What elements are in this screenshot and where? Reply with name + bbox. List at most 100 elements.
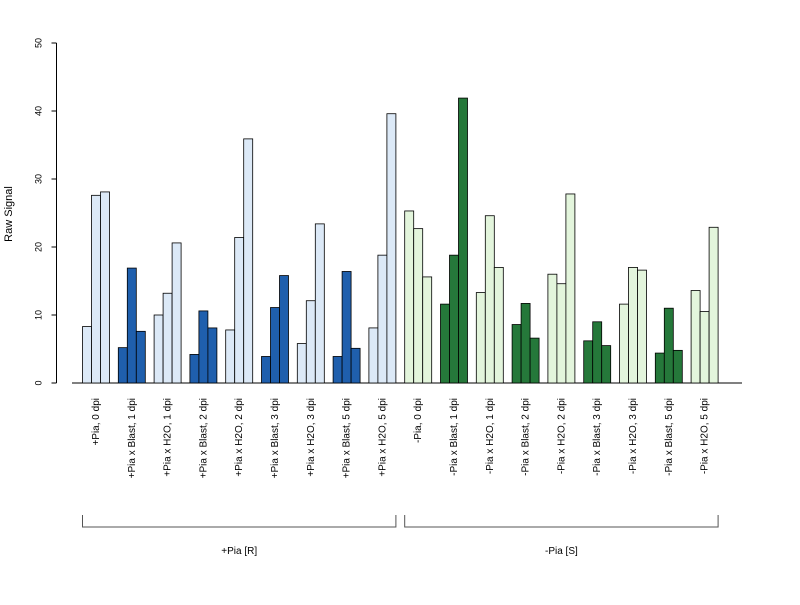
bar <box>296 343 307 384</box>
bar-group <box>189 310 218 384</box>
bar-group <box>332 271 361 384</box>
bar <box>332 356 343 384</box>
bar-group <box>225 138 254 384</box>
category-label: +Pia x Blast, 2 dpi <box>198 398 209 478</box>
category-label: -Pia x Blast, 1 dpi <box>449 398 460 476</box>
bar-group <box>261 275 289 384</box>
category-label: -Pia x Blast, 3 dpi <box>592 398 603 476</box>
category-label: +Pia x H2O, 2 dpi <box>234 398 245 477</box>
bar <box>672 349 683 384</box>
bar <box>458 97 468 384</box>
bar <box>565 193 576 384</box>
bar <box>449 254 459 384</box>
category-label: -Pia x H2O, 1 dpi <box>485 398 496 474</box>
category-label: +Pia, 0 dpi <box>91 398 102 446</box>
bar <box>377 254 388 384</box>
bar <box>225 329 236 384</box>
category-label: -Pia x H2O, 5 dpi <box>700 398 711 474</box>
bar <box>279 275 289 384</box>
bar <box>386 113 397 384</box>
bar <box>270 307 280 384</box>
bar-group <box>117 267 146 384</box>
bar <box>153 314 164 384</box>
bar <box>368 327 379 384</box>
y-tick-label: 0 <box>34 380 44 385</box>
bar <box>126 267 137 384</box>
category-label: -Pia x Blast, 5 dpi <box>664 398 675 476</box>
bar <box>583 340 594 384</box>
bar <box>592 321 603 384</box>
bar-group <box>368 113 397 384</box>
category-label: -Pia x H2O, 3 dpi <box>628 398 639 474</box>
y-tick-label: 40 <box>34 106 44 116</box>
bar <box>663 307 674 384</box>
category-label: +Pia x H2O, 3 dpi <box>306 398 317 477</box>
bar-group <box>690 226 719 384</box>
bar <box>207 327 218 384</box>
plot-area: 0 10 20 30 40 50 +Pia, 0 dpi +Pia x Blast, 1 dp… <box>34 38 742 557</box>
bar <box>484 215 495 384</box>
bar-group <box>619 266 647 384</box>
bar <box>100 191 110 384</box>
category-label: -Pia, 0 dpi <box>413 398 424 443</box>
bar <box>556 283 567 384</box>
y-tick-label: 20 <box>34 242 44 252</box>
category-label: -Pia x Blast, 2 dpi <box>521 398 532 476</box>
bar <box>189 354 200 384</box>
group-bracket <box>82 515 397 528</box>
bar-group <box>82 191 110 384</box>
bar <box>198 310 209 384</box>
bar <box>261 356 271 384</box>
bar <box>628 266 638 384</box>
bar <box>135 330 146 384</box>
bar-group <box>583 321 612 384</box>
group-label: +Pia [R] <box>221 546 257 557</box>
group-label: -Pia [S] <box>545 546 578 557</box>
bar <box>637 269 647 384</box>
bar-group <box>654 307 683 384</box>
bar <box>404 210 415 384</box>
y-axis-label: Raw Signal <box>3 186 15 242</box>
bar <box>529 337 540 384</box>
bar <box>243 138 254 384</box>
bar <box>117 347 128 384</box>
bar <box>82 326 92 384</box>
bar <box>422 276 433 384</box>
bar-group <box>404 210 433 384</box>
bar <box>314 223 325 384</box>
bar-group <box>511 303 540 384</box>
bar <box>341 271 352 384</box>
bar <box>350 347 361 384</box>
bar <box>619 303 629 384</box>
bar <box>413 228 424 384</box>
bar <box>708 226 719 384</box>
bar <box>520 303 531 384</box>
category-label: +Pia x Blast, 1 dpi <box>127 398 138 478</box>
bar <box>699 311 710 384</box>
bar <box>171 242 182 384</box>
group-bracket <box>404 515 719 528</box>
bar <box>601 345 612 384</box>
category-label: -Pia x H2O, 2 dpi <box>556 398 567 474</box>
bar <box>440 303 450 384</box>
bar <box>511 324 522 384</box>
category-label: +Pia x Blast, 5 dpi <box>342 398 353 478</box>
bar-group <box>296 223 325 384</box>
category-label: +Pia x Blast, 3 dpi <box>270 398 281 478</box>
bar <box>547 273 558 384</box>
y-tick-label: 30 <box>34 174 44 184</box>
bar-group <box>153 242 182 384</box>
bar-group <box>547 193 576 384</box>
y-tick-label: 10 <box>34 310 44 320</box>
bar <box>91 194 101 384</box>
y-tick-label: 50 <box>34 38 44 48</box>
bar <box>162 292 173 384</box>
category-label: +Pia x H2O, 1 dpi <box>163 398 174 477</box>
bar <box>493 266 504 384</box>
bar <box>690 290 701 384</box>
bar <box>654 352 665 384</box>
bar-group <box>440 97 468 384</box>
bar <box>475 292 486 384</box>
